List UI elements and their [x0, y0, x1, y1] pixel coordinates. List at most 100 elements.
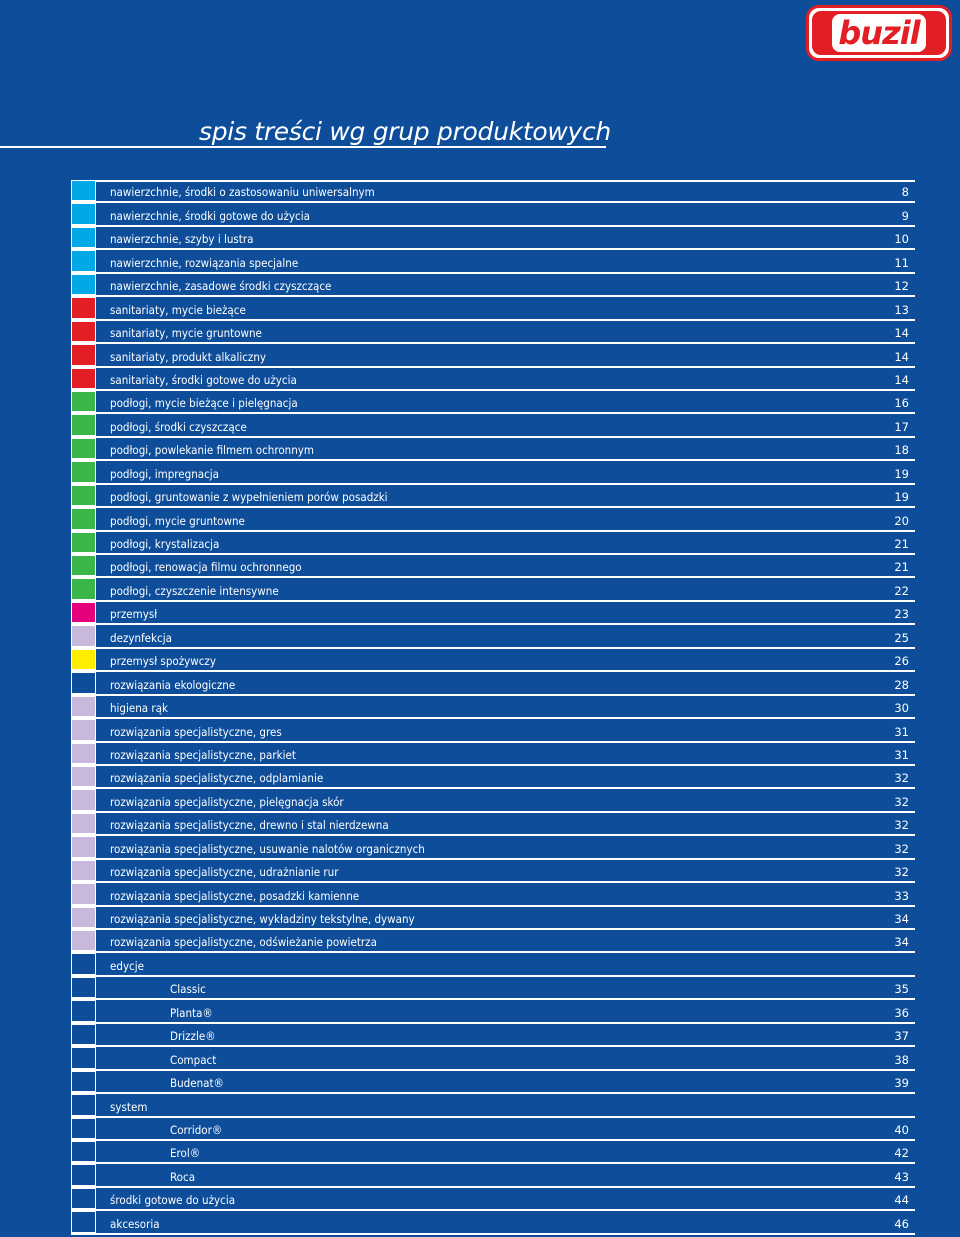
toc-row[interactable]: rozwiązania specjalistyczne, usuwanie na… — [71, 836, 915, 860]
toc-entry-label: rozwiązania specjalistyczne, udrażnianie… — [110, 865, 339, 880]
toc-row[interactable]: rozwiązania specjalistyczne, odświeżanie… — [71, 930, 915, 954]
brand-logo: buzil — [806, 5, 952, 61]
toc-page-number: 32 — [894, 841, 909, 856]
toc-row[interactable]: podłogi, mycie bieżące i pielęgnacja 16 — [71, 390, 915, 415]
toc-entry-label: podłogi, gruntowanie z wypełnieniem poró… — [110, 490, 388, 505]
toc-row[interactable]: dezynfekcja 25 — [71, 625, 915, 649]
toc-row[interactable]: nawierzchnie, zasadowe środki czyszczące… — [71, 273, 915, 298]
toc-row[interactable]: higiena rąk 30 — [71, 695, 915, 720]
category-color-swatch — [71, 859, 96, 882]
toc-row[interactable]: rozwiązania specjalistyczne, drewno i st… — [71, 812, 915, 837]
toc-entry-label: rozwiązania specjalistyczne, pielęgnacja… — [110, 794, 344, 809]
toc-page-number: 14 — [894, 326, 909, 341]
toc-row[interactable]: rozwiązania specjalistyczne, odplamianie… — [71, 765, 915, 790]
toc-entry-label: rozwiązania specjalistyczne, odświeżanie… — [110, 935, 377, 950]
toc-page-number: 16 — [894, 396, 909, 411]
toc-row[interactable]: podłogi, krystalizacja 21 — [71, 531, 915, 555]
toc-page-number: 8 — [901, 185, 909, 200]
toc-row[interactable]: Planta® 36 — [71, 1000, 915, 1024]
toc-top-rule — [96, 180, 915, 182]
toc-row[interactable]: nawierzchnie, rozwiązania specjalne 11 — [71, 250, 915, 274]
toc-row[interactable]: rozwiązania specjalistyczne, gres 31 — [71, 719, 915, 743]
category-color-swatch — [71, 930, 96, 952]
toc-entry-label: Budenat® — [170, 1076, 224, 1091]
toc-row[interactable]: Corridor® 40 — [71, 1117, 915, 1141]
category-color-swatch — [71, 461, 96, 483]
toc-row[interactable]: akcesoria 46 — [71, 1211, 915, 1235]
toc-row[interactable]: rozwiązania specjalistyczne, posadzki ka… — [71, 883, 915, 907]
toc-row[interactable]: sanitariaty, mycie gruntowne 14 — [71, 320, 915, 345]
toc-entry-label: system — [110, 1099, 148, 1114]
toc-row[interactable]: podłogi, mycie gruntowne 20 — [71, 508, 915, 532]
toc-entry-label: podłogi, środki czyszczące — [110, 419, 247, 434]
toc-row[interactable]: system — [71, 1094, 915, 1118]
toc-row[interactable]: podłogi, gruntowanie z wypełnieniem poró… — [71, 484, 915, 509]
toc-row[interactable]: nawierzchnie, szyby i lustra 10 — [71, 226, 915, 251]
toc-row[interactable]: rozwiązania specjalistyczne, pielęgnacja… — [71, 789, 915, 813]
toc-page-number: 9 — [901, 208, 909, 223]
toc-row[interactable]: Classic 35 — [71, 976, 915, 1001]
toc-page-number: 38 — [894, 1052, 909, 1067]
toc-page-number: 33 — [894, 888, 909, 903]
category-color-swatch — [71, 578, 96, 600]
toc-row[interactable]: Drizzle® 37 — [71, 1023, 915, 1048]
toc-row[interactable]: nawierzchnie, środki gotowe do użycia 9 — [71, 203, 915, 227]
toc-page-number: 44 — [894, 1193, 909, 1208]
toc-entry-label: Roca — [170, 1169, 196, 1184]
toc-page-number: 46 — [894, 1216, 909, 1231]
toc-page-number: 34 — [894, 912, 909, 926]
toc-page-number: 19 — [894, 490, 909, 505]
toc-row[interactable]: przemysł 23 — [71, 601, 915, 626]
category-color-swatch — [71, 625, 96, 647]
toc-entry-label: rozwiązania specjalistyczne, parkiet — [110, 747, 296, 762]
toc-row[interactable]: środki gotowe do użycia 44 — [71, 1187, 915, 1212]
toc-entry-label: Erol® — [170, 1146, 201, 1161]
category-color-swatch — [71, 508, 96, 530]
toc-row[interactable]: Budenat® 39 — [71, 1070, 915, 1095]
toc-row[interactable]: rozwiązania ekologiczne 28 — [71, 672, 915, 696]
toc-row[interactable]: podłogi, czyszczenie intensywne 22 — [71, 578, 915, 602]
toc-entry-label: rozwiązania specjalistyczne, wykładziny … — [110, 912, 415, 926]
toc-row[interactable]: podłogi, środki czyszczące 17 — [71, 414, 915, 438]
toc-page-number: 18 — [894, 443, 909, 458]
toc-row[interactable]: rozwiązania specjalistyczne, wykładziny … — [71, 906, 915, 930]
toc-row[interactable]: Erol® 42 — [71, 1140, 915, 1165]
toc-page-number: 30 — [894, 701, 909, 716]
toc-row[interactable]: edycje — [71, 953, 915, 977]
toc-row[interactable]: przemysł spożywczy 26 — [71, 648, 915, 673]
category-color-swatch — [71, 1211, 96, 1233]
toc-page-number: 32 — [894, 865, 909, 880]
toc-row[interactable]: podłogi, impregnacja 19 — [71, 461, 915, 485]
toc-page-number: 13 — [894, 302, 909, 317]
toc-row[interactable]: podłogi, renowacja filmu ochronnego 21 — [71, 555, 915, 579]
category-color-swatch — [71, 203, 96, 225]
toc-row[interactable]: rozwiązania specjalistyczne, udrażnianie… — [71, 859, 915, 884]
toc-row[interactable]: sanitariaty, produkt alkaliczny 14 — [71, 344, 915, 368]
toc-row[interactable]: rozwiązania specjalistyczne, parkiet 31 — [71, 742, 915, 766]
toc-entry-label: rozwiązania specjalistyczne, usuwanie na… — [110, 841, 425, 856]
toc-row[interactable]: sanitariaty, środki gotowe do użycia 14 — [71, 367, 915, 391]
toc-page-number: 37 — [894, 1029, 909, 1044]
category-color-swatch — [71, 789, 96, 811]
category-color-swatch — [71, 180, 96, 202]
toc-page-number: 43 — [894, 1169, 909, 1184]
toc-entry-label: podłogi, krystalizacja — [110, 537, 220, 551]
category-color-swatch — [71, 1140, 96, 1163]
toc-row[interactable]: Compact 38 — [71, 1047, 915, 1071]
category-color-swatch — [71, 953, 96, 975]
toc-page-number: 20 — [894, 513, 909, 528]
category-color-swatch — [71, 1117, 96, 1139]
toc-entry-label: Corridor® — [170, 1122, 223, 1137]
toc-row[interactable]: sanitariaty, mycie bieżące 13 — [71, 297, 915, 321]
toc-entry-label: akcesoria — [110, 1216, 160, 1231]
toc-page-number: 35 — [894, 982, 909, 997]
toc-page-number: 14 — [894, 349, 909, 364]
toc-entry-label: Classic — [170, 982, 206, 997]
toc-entry-label: rozwiązania specjalistyczne, gres — [110, 724, 282, 739]
toc-row[interactable]: podłogi, powlekanie filmem ochronnym 18 — [71, 437, 915, 462]
category-color-swatch — [71, 414, 96, 436]
toc-row[interactable]: nawierzchnie, środki o zastosowaniu uniw… — [71, 180, 915, 204]
category-color-swatch — [71, 390, 96, 413]
category-color-swatch — [71, 1047, 96, 1069]
toc-row[interactable]: Roca 43 — [71, 1164, 915, 1188]
